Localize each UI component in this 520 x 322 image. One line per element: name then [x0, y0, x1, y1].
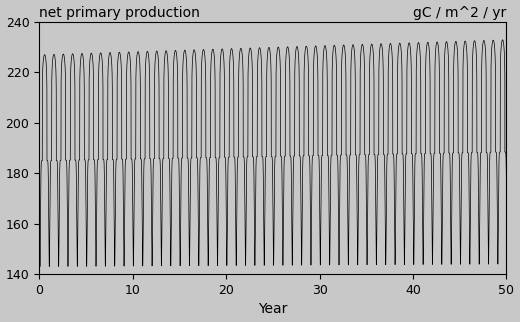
Text: gC / m^2 / yr: gC / m^2 / yr: [413, 5, 506, 20]
X-axis label: Year: Year: [258, 302, 288, 317]
Text: net primary production: net primary production: [39, 5, 200, 20]
